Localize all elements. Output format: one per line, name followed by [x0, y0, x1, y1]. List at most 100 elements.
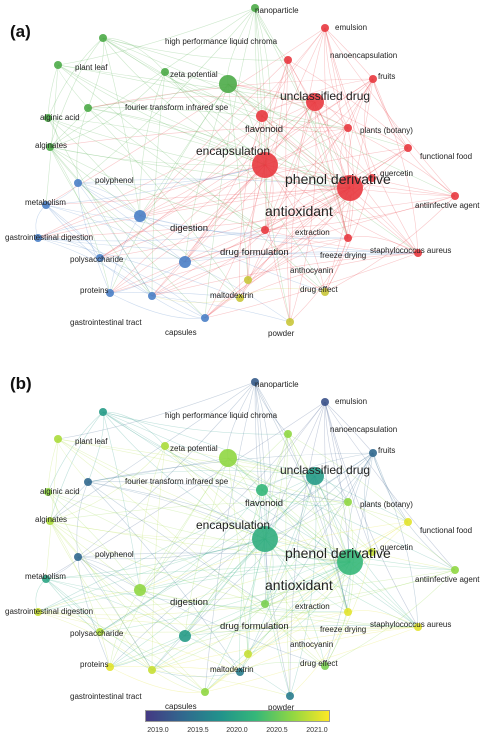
node-alginic — [44, 488, 52, 496]
node-gi-digestion — [34, 234, 42, 242]
network-link — [372, 78, 419, 254]
node-hplc — [99, 408, 107, 416]
network-link — [77, 538, 266, 560]
network-link — [184, 625, 419, 637]
network-link — [314, 475, 349, 613]
network-link — [99, 164, 266, 259]
network-link — [77, 182, 326, 293]
network-link — [227, 457, 373, 553]
network-link — [102, 37, 263, 117]
network-link — [77, 556, 153, 671]
network-link — [247, 561, 351, 655]
network-link — [109, 83, 229, 294]
network-link — [151, 561, 351, 671]
network-link — [99, 626, 419, 633]
label-zeta: zeta potential — [170, 70, 218, 79]
node-emulsion — [321, 398, 329, 406]
label-encapsulation: encapsulation — [196, 518, 270, 532]
node-gi-tract — [148, 292, 156, 300]
node-phenol-derivative — [337, 175, 363, 201]
network-link — [37, 237, 241, 299]
network-link — [49, 146, 111, 294]
node-plant-leaf — [54, 61, 62, 69]
network-link — [347, 610, 419, 628]
network-link — [47, 64, 59, 119]
network-link — [109, 452, 374, 668]
network-link — [349, 561, 419, 628]
node-nanoparticle — [251, 378, 259, 386]
network-link — [324, 401, 419, 628]
network-link — [151, 538, 266, 671]
network-link — [139, 445, 166, 591]
network-link — [87, 481, 351, 563]
network-link — [87, 411, 104, 483]
node-plants-botany — [344, 124, 352, 132]
network-link — [77, 556, 186, 637]
label-plant-leaf: plant leaf — [75, 437, 108, 446]
network-link — [324, 401, 351, 563]
network-link — [87, 457, 229, 483]
label-anthocyanin: anthocyanin — [290, 266, 333, 275]
network-link — [151, 452, 374, 671]
network-link — [349, 561, 456, 571]
network-link — [324, 27, 419, 254]
network-link — [77, 182, 141, 217]
label-ftir: fourier transform infrared spe — [125, 477, 229, 486]
node-quercetin — [368, 548, 376, 556]
label-polyphenol: polyphenol — [95, 550, 134, 559]
label-antioxidant: antioxidant — [265, 577, 333, 593]
network-link — [324, 27, 374, 80]
label-phenol-derivative: phenol derivative — [285, 545, 391, 561]
network-link — [204, 237, 349, 319]
network-link — [254, 381, 271, 540]
network-link — [204, 611, 349, 693]
network-link — [264, 229, 326, 293]
network-link — [37, 187, 351, 239]
network-link — [45, 578, 349, 613]
network-link — [57, 438, 326, 667]
network-link — [204, 521, 409, 693]
network-link — [227, 83, 351, 189]
label-antioxidant: antioxidant — [265, 203, 333, 219]
network-link — [139, 147, 409, 217]
network-link — [139, 521, 409, 591]
network-link — [49, 501, 349, 522]
network-link — [77, 7, 256, 184]
network-link — [37, 215, 141, 239]
network-link — [49, 520, 266, 605]
network-link — [77, 182, 111, 294]
label-plants-botany: plants (botany) — [360, 126, 413, 135]
network-link — [57, 64, 326, 293]
network-link — [47, 117, 153, 297]
network-link — [314, 475, 409, 523]
network-link — [239, 252, 419, 299]
network-link — [47, 491, 141, 591]
panel-a-cluster-map: (a) nanoparticle emulsion high performance… — [0, 0, 484, 348]
network-link — [37, 237, 101, 259]
network-link — [324, 27, 351, 189]
network-link — [164, 71, 266, 166]
network-link — [47, 491, 153, 671]
network-link — [139, 101, 316, 217]
network-link — [239, 661, 326, 673]
network-link — [99, 187, 351, 259]
network-link — [372, 452, 456, 571]
network-link — [102, 411, 349, 503]
network-link — [109, 538, 266, 668]
label-zeta: zeta potential — [170, 444, 218, 453]
network-link — [109, 187, 351, 294]
network-link — [264, 27, 326, 166]
network-link — [254, 7, 349, 239]
network-link — [204, 252, 419, 319]
network-link — [102, 411, 141, 591]
network-link — [87, 481, 266, 540]
network-link — [37, 237, 153, 297]
network-link — [184, 538, 266, 637]
network-link — [102, 37, 166, 73]
node-hplc — [99, 34, 107, 42]
network-link — [285, 59, 291, 323]
network-link — [151, 669, 241, 677]
node-gi-digestion — [34, 608, 42, 616]
label-alginic: alginic acid — [40, 113, 80, 122]
colorbar-tick: 2019.5 — [187, 727, 209, 734]
